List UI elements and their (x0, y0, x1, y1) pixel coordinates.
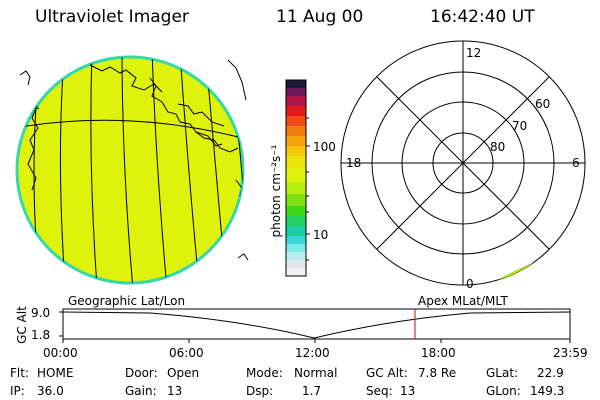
flt-value: HOME (37, 366, 74, 380)
seq-value: 13 (400, 384, 416, 398)
door-value: Open (167, 366, 200, 380)
coastline (149, 77, 223, 147)
door-label: Door: (125, 366, 158, 380)
lat-label-60: 60 (535, 97, 551, 111)
timeline-tick-0600: 06:00 (169, 346, 204, 360)
glon-value: 149.3 (530, 384, 565, 398)
timeline-tick-1800: 18:00 (421, 346, 456, 360)
auroral-emission (498, 262, 537, 284)
latitude-line (17, 119, 243, 141)
coastline (19, 70, 31, 86)
timeline-y-bottom: 1.8 (31, 328, 51, 342)
glat-label: GLat: (486, 366, 519, 380)
mlt-label-6: 6 (572, 156, 580, 170)
mlt-label-12: 12 (466, 46, 482, 60)
timeline-tick-2359: 23:59 (553, 346, 588, 360)
timeline-right-label: Apex MLat/MLT (418, 294, 508, 308)
timeline-frame (62, 308, 571, 340)
earth-disk (15, 55, 245, 285)
timeline-y-top: 9.0 (31, 306, 51, 320)
ip-label: IP: (10, 384, 25, 398)
dsp-label: Dsp: (246, 384, 274, 398)
seq-label: Seq: (366, 384, 393, 398)
date-label: 11 Aug 00 (276, 7, 364, 27)
lat-label-70: 70 (512, 119, 528, 133)
earth-image (15, 55, 249, 285)
glon-label: GLon: (486, 384, 521, 398)
altitude-curve (62, 311, 571, 339)
timeline-left-label: Geographic Lat/Lon (68, 294, 186, 308)
timeline-tick-0000: 00:00 (43, 346, 78, 360)
colorbar-tick-10: 10 (313, 228, 329, 242)
colorbar (285, 79, 310, 277)
colorbar-unit-label: photon cm⁻²s⁻¹ (269, 144, 283, 238)
meridian-line (151, 57, 169, 283)
gcalt-value: 7.8 Re (418, 366, 457, 380)
lat-label-80: 80 (490, 140, 506, 154)
polar-axis-diagonal (376, 76, 550, 250)
colorbar-tick-100: 100 (313, 140, 336, 154)
coastline (237, 253, 249, 261)
mode-value: Normal (294, 366, 338, 380)
mode-label: Mode: (246, 366, 283, 380)
gain-label: Gain: (125, 384, 157, 398)
gcalt-label: GC Alt: (366, 366, 408, 380)
meridian-line (90, 57, 99, 283)
timeline-tick-1200: 12:00 (295, 346, 330, 360)
mlt-label-18: 18 (346, 156, 362, 170)
coastline (195, 131, 239, 153)
coastline (89, 64, 163, 93)
mlt-label-0: 0 (466, 277, 474, 291)
coastline (229, 249, 241, 263)
coastline (227, 59, 247, 101)
polar-plot (340, 40, 586, 286)
coastline (177, 103, 225, 127)
flt-label: Flt: (10, 366, 29, 380)
meridian-line (121, 57, 135, 283)
timeline-plot (59, 308, 571, 343)
gain-value: 13 (167, 384, 183, 398)
instrument-title: Ultraviolet Imager (35, 7, 189, 27)
timeline-axis-label: GC Alt (15, 306, 29, 344)
glat-value: 22.9 (537, 366, 564, 380)
time-label: 16:42:40 UT (430, 7, 535, 27)
dsp-value: 1.7 (302, 384, 322, 398)
ip-value: 36.0 (37, 384, 64, 398)
